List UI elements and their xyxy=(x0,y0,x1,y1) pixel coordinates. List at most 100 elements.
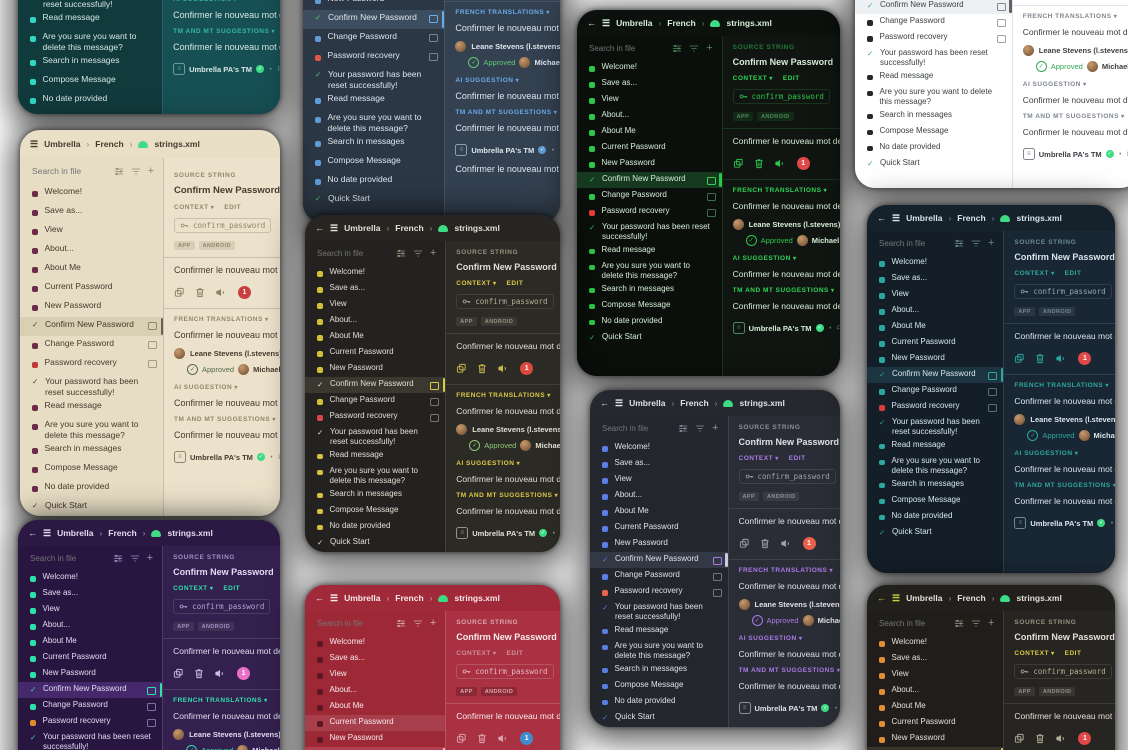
copy-icon[interactable] xyxy=(1014,733,1025,744)
breadcrumb-file[interactable]: strings.xml xyxy=(739,398,785,408)
tm-suggestions-toggle[interactable]: TM AND MT SUGGESTIONS xyxy=(1014,482,1115,489)
delete-icon[interactable] xyxy=(1035,733,1045,744)
string-row[interactable]: Are you sure you want to delete this mes… xyxy=(867,454,1003,477)
ai-suggestion-text[interactable]: Confirmer le nouveau mot de passe xyxy=(174,398,280,408)
issue-count-badge[interactable]: 1 xyxy=(520,362,534,375)
breadcrumb-language[interactable]: French xyxy=(108,528,137,538)
string-key[interactable]: confirm_password xyxy=(456,664,554,679)
string-row[interactable]: New Password xyxy=(577,156,722,172)
string-row[interactable]: New Password xyxy=(867,351,1003,367)
string-row[interactable]: Are you sure you want to delete this mes… xyxy=(20,417,163,441)
string-row[interactable]: Confirm New Password xyxy=(303,10,445,29)
copy-icon[interactable] xyxy=(733,158,744,169)
string-row[interactable]: Confirm New Password xyxy=(867,367,1004,383)
string-row[interactable]: Welcome! xyxy=(590,440,728,456)
tm-suggestion-text[interactable]: Confirmer le nouveau mot de passe xyxy=(455,123,560,133)
string-row[interactable]: Change Password xyxy=(867,383,1003,399)
tm-suggestions-toggle[interactable]: TM AND MT SUGGESTIONS xyxy=(174,416,280,423)
tm-suggestions-toggle[interactable]: TM AND MT SUGGESTIONS xyxy=(739,667,841,674)
string-row[interactable]: Quick Start xyxy=(305,535,445,551)
translation-entry[interactable]: Confirmer le nouveau mot de Passe xyxy=(455,23,560,33)
string-key[interactable]: confirm_password xyxy=(732,89,830,104)
string-row[interactable]: Confirm New Password xyxy=(590,552,728,568)
string-row[interactable]: Save as... xyxy=(305,281,445,297)
back-icon[interactable] xyxy=(600,398,609,408)
string-row[interactable]: About Me xyxy=(577,124,722,140)
sliders-icon[interactable] xyxy=(396,619,406,628)
string-row[interactable]: Current Password xyxy=(18,650,162,666)
translation-main[interactable]: Confirmer le nouveau mot de Passe xyxy=(174,265,280,275)
string-row[interactable]: Save as... xyxy=(867,651,1003,667)
string-row[interactable]: No date provided xyxy=(305,519,445,535)
breadcrumb-file[interactable]: strings.xml xyxy=(167,528,213,538)
string-row[interactable]: About Me xyxy=(18,634,162,650)
back-icon[interactable] xyxy=(877,213,886,223)
string-row[interactable]: No date provided xyxy=(20,479,163,498)
breadcrumb-project[interactable]: Umbrella xyxy=(906,593,943,603)
string-row[interactable]: Password recovery xyxy=(18,714,162,730)
string-row[interactable]: Read message xyxy=(303,91,444,110)
string-row[interactable]: No date provided xyxy=(590,694,728,710)
string-row[interactable]: Search in messages xyxy=(590,662,728,678)
copy-icon[interactable] xyxy=(456,733,467,744)
string-row[interactable]: Password recovery xyxy=(305,409,445,425)
string-row[interactable]: About... xyxy=(305,683,445,699)
menu-icon[interactable] xyxy=(30,139,38,150)
filter-icon[interactable] xyxy=(689,44,699,53)
speaker-icon[interactable] xyxy=(497,363,508,374)
string-row[interactable]: Your password has been reset successfull… xyxy=(303,67,444,91)
string-row[interactable]: About Me xyxy=(590,504,728,520)
string-row[interactable]: Search in messages xyxy=(20,441,163,460)
string-row[interactable]: View xyxy=(577,92,722,108)
tm-suggestions-toggle[interactable]: TM AND MT SUGGESTIONS xyxy=(733,287,840,294)
issue-count-badge[interactable]: 1 xyxy=(238,286,251,299)
string-row[interactable]: Welcome! xyxy=(305,635,445,651)
translations-section-toggle[interactable]: FRENCH TRANSLATIONS xyxy=(739,567,841,574)
search-input[interactable] xyxy=(589,43,666,53)
speaker-icon[interactable] xyxy=(780,538,791,549)
edit-button[interactable]: EDIT xyxy=(1064,650,1082,657)
breadcrumb-language[interactable]: French xyxy=(667,18,696,28)
string-row[interactable]: Your password has been reset successfull… xyxy=(18,0,162,10)
breadcrumb-language[interactable]: French xyxy=(680,398,709,408)
ai-suggestion-toggle[interactable]: AI SUGGESTION xyxy=(174,384,280,391)
breadcrumb-project[interactable]: Umbrella xyxy=(616,18,653,28)
breadcrumb-file[interactable]: strings.xml xyxy=(454,223,500,233)
string-row[interactable]: Search in messages xyxy=(18,53,162,72)
search-input[interactable] xyxy=(32,166,107,176)
string-row[interactable]: Save as... xyxy=(305,651,445,667)
breadcrumb-project[interactable]: Umbrella xyxy=(44,139,81,149)
copy-icon[interactable] xyxy=(1014,353,1025,364)
string-row[interactable]: Confirm New Password xyxy=(20,317,163,336)
ai-suggestion-toggle[interactable]: AI SUGGESTION xyxy=(733,255,840,262)
back-icon[interactable] xyxy=(877,593,886,603)
filter-icon[interactable] xyxy=(131,167,141,176)
string-row[interactable]: Welcome! xyxy=(577,60,722,76)
string-row[interactable]: About Me xyxy=(305,699,445,715)
string-row[interactable]: About... xyxy=(867,303,1003,319)
string-row[interactable]: Welcome! xyxy=(867,255,1003,271)
string-row[interactable]: New Password xyxy=(303,0,444,10)
string-row[interactable]: New Password xyxy=(867,731,1003,747)
edit-button[interactable]: EDIT xyxy=(788,455,806,462)
string-row[interactable]: Quick Start xyxy=(577,330,722,346)
tm-suggestion-text[interactable]: Confirmer le nouveau mot de passe xyxy=(1014,496,1115,506)
string-row[interactable]: Are you sure you want to delete this mes… xyxy=(855,85,1012,108)
string-row[interactable]: Password recovery xyxy=(303,48,444,67)
ai-suggestion-toggle[interactable]: AI SUGGESTION xyxy=(456,460,560,467)
copy-icon[interactable] xyxy=(739,538,750,549)
ai-suggestion-toggle[interactable]: AI SUGGESTION xyxy=(455,77,560,84)
breadcrumb-language[interactable]: French xyxy=(957,593,986,603)
string-row[interactable]: Quick Start xyxy=(20,498,163,516)
string-row[interactable]: Read message xyxy=(20,398,163,417)
string-row[interactable]: Search in messages xyxy=(855,108,1012,124)
menu-icon[interactable] xyxy=(602,18,610,29)
back-icon[interactable] xyxy=(315,223,324,233)
filter-icon[interactable] xyxy=(695,424,705,433)
string-row[interactable]: Compose Message xyxy=(577,298,722,314)
string-row[interactable]: Save as... xyxy=(20,203,163,222)
string-row[interactable]: Read message xyxy=(577,243,722,259)
add-string-icon[interactable] xyxy=(148,166,154,177)
speaker-icon[interactable] xyxy=(497,733,508,744)
search-input[interactable] xyxy=(879,238,947,248)
